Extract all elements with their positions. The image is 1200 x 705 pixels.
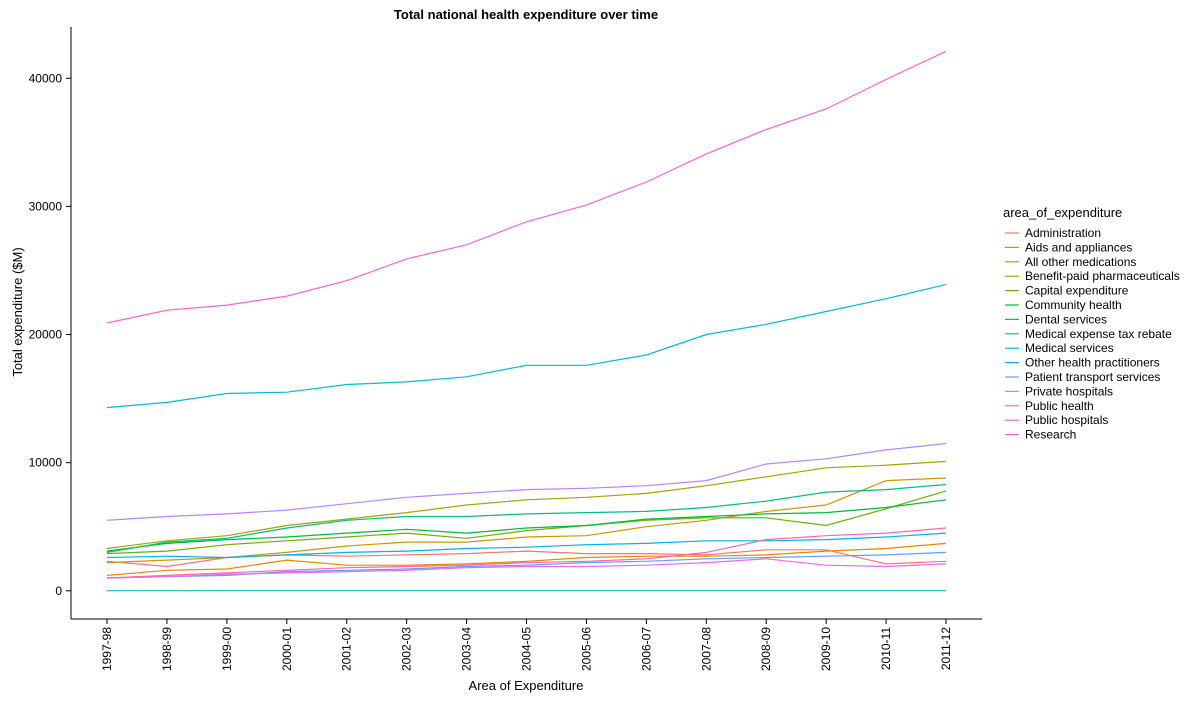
x-tick-label: 2002-03 — [400, 627, 414, 671]
series-line-dental-services — [106, 483, 947, 553]
x-tick-label: 2008-09 — [759, 627, 773, 671]
series-line-research — [106, 527, 947, 579]
series-line-private-hospitals — [106, 442, 947, 521]
series-line-public-hospitals — [106, 50, 947, 324]
chart-title: Total national health expenditure over t… — [394, 7, 658, 22]
x-tick-label: 2009-10 — [819, 627, 833, 671]
legend-label-public-health: Public health — [1025, 399, 1094, 413]
x-tick-label: 1999-00 — [220, 627, 234, 671]
y-axis-label: Total expenditure ($M) — [10, 247, 25, 376]
legend-label-other-health-practitioners: Other health practitioners — [1025, 356, 1160, 370]
x-tick-label: 2003-04 — [460, 627, 474, 671]
x-tick-label: 2007-08 — [699, 627, 713, 671]
x-axis-label: Area of Expenditure — [469, 678, 584, 693]
legend-label-aids-and-appliances: Aids and appliances — [1025, 240, 1132, 254]
legend-label-administration: Administration — [1025, 226, 1101, 240]
x-tick-label: 2004-05 — [520, 627, 534, 671]
x-tick-label: 2011-12 — [939, 627, 953, 670]
series-line-public-health — [106, 558, 947, 579]
legend-title: area_of_expenditure — [1003, 205, 1122, 220]
x-tick-label: 2006-07 — [639, 627, 653, 671]
series-line-community-health — [106, 499, 947, 552]
x-tick-label: 2000-01 — [280, 627, 294, 671]
x-tick-label: 2010-11 — [879, 627, 893, 670]
series-line-benefit-paid-pharmaceuticals — [106, 460, 947, 550]
legend-label-capital-expenditure: Capital expenditure — [1025, 284, 1129, 298]
series-line-all-other-medications — [106, 477, 947, 564]
legend-label-medical-services: Medical services — [1025, 341, 1114, 355]
legend-label-community-health: Community health — [1025, 298, 1122, 312]
legend-label-private-hospitals: Private hospitals — [1025, 384, 1113, 398]
y-tick-label: 40000 — [29, 71, 63, 85]
legend-label-patient-transport-services: Patient transport services — [1025, 370, 1160, 384]
y-tick-label: 0 — [55, 584, 62, 598]
legend-label-dental-services: Dental services — [1025, 312, 1107, 326]
y-tick-label: 30000 — [29, 199, 63, 213]
legend-label-research: Research — [1025, 428, 1076, 442]
legend-label-medical-expense-tax-rebate: Medical expense tax rebate — [1025, 327, 1172, 341]
x-tick-label: 1998-99 — [160, 627, 174, 671]
legend-label-public-hospitals: Public hospitals — [1025, 413, 1108, 427]
series-line-medical-services — [106, 284, 947, 409]
y-ticks: 0 10000 20000 30000 40000 — [29, 71, 71, 598]
x-tick-label: 2001-02 — [340, 627, 354, 671]
series-lines — [106, 50, 947, 592]
legend-label-all-other-medications: All other medications — [1025, 255, 1136, 269]
y-tick-label: 10000 — [29, 456, 63, 470]
x-ticks: 1997-98 1998-99 1999-00 2000-01 2001-02 2002-… — [100, 619, 953, 671]
series-line-aids-and-appliances — [106, 542, 947, 576]
x-tick-label: 1997-98 — [100, 627, 114, 671]
y-tick-label: 20000 — [29, 328, 63, 342]
series-line-capital-expenditure — [106, 490, 947, 555]
legend-label-benefit-paid-pharmaceuticals: Benefit-paid pharmaceuticals — [1025, 269, 1180, 283]
series-line-other-health-practitioners — [106, 532, 947, 559]
x-tick-label: 2005-06 — [579, 627, 593, 671]
